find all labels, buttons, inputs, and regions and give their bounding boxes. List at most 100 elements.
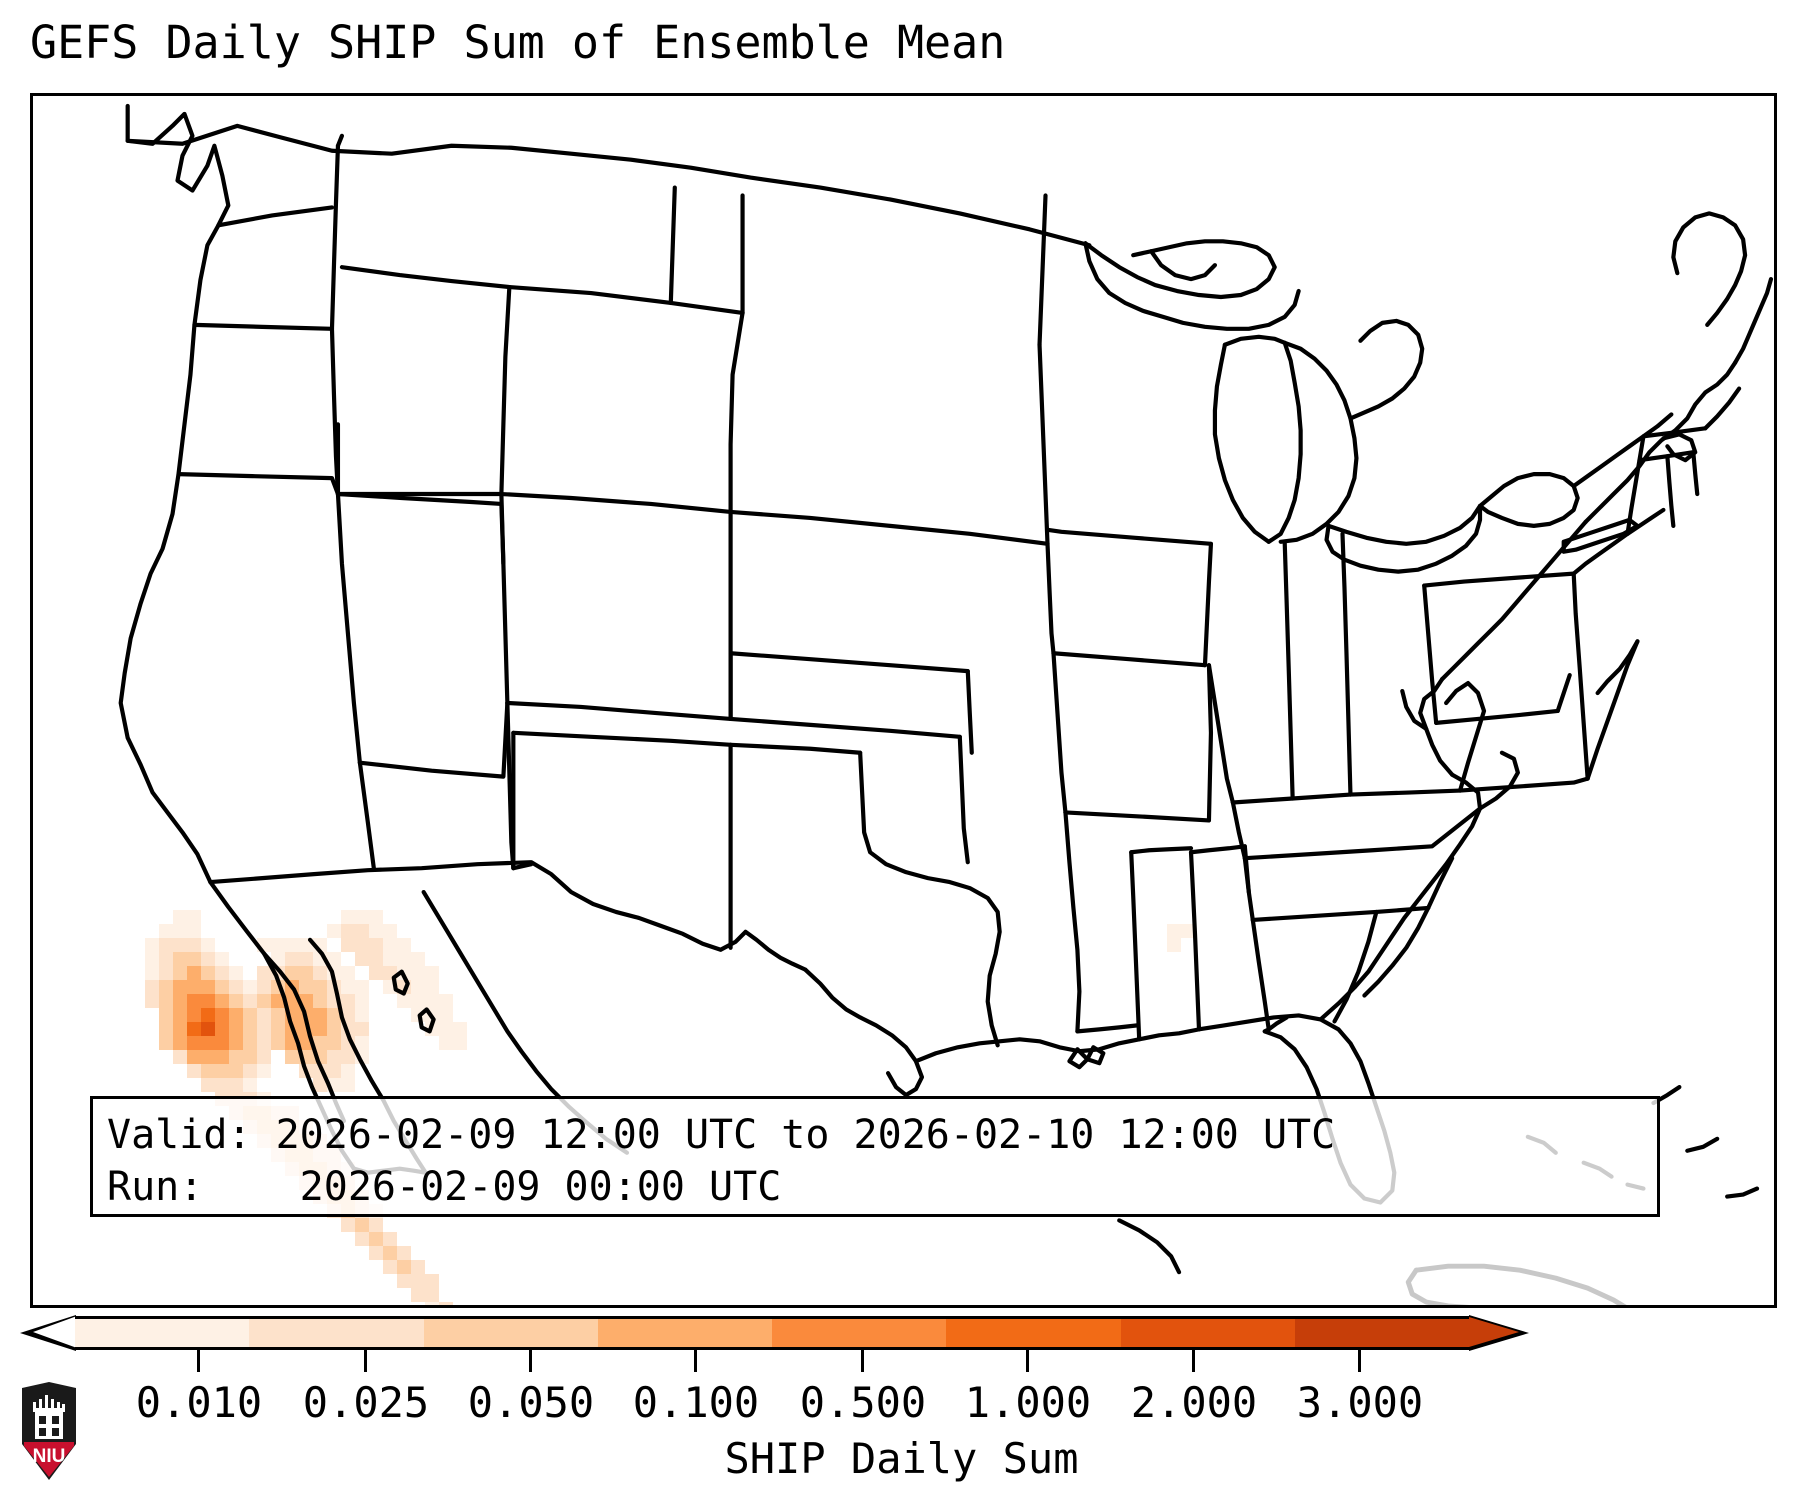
- colorbar-tick-label-6: 2.000: [1130, 1378, 1258, 1427]
- heatmap-cell: [341, 938, 355, 952]
- heatmap-cell: [327, 1064, 341, 1078]
- heatmap-cell: [425, 980, 439, 994]
- heatmap-cell: [355, 1218, 369, 1232]
- heatmap-cell: [145, 980, 159, 994]
- heatmap-cell: [187, 1064, 201, 1078]
- heatmap-cell: [173, 1050, 187, 1064]
- heatmap-cell: [383, 952, 397, 966]
- heatmap-cell: [271, 938, 285, 952]
- heatmap-cell: [355, 980, 369, 994]
- heatmap-cell: [173, 1022, 187, 1036]
- heatmap-cell: [355, 924, 369, 938]
- heatmap-cell: [243, 1078, 257, 1092]
- heatmap-cell: [173, 1036, 187, 1050]
- colorbar-under-arrow-fill: [33, 1316, 77, 1348]
- heatmap-cell: [411, 952, 425, 966]
- heatmap-cell: [173, 924, 187, 938]
- heatmap-cell: [257, 1064, 271, 1078]
- heatmap-cell: [439, 994, 453, 1008]
- heatmap-cell: [201, 966, 215, 980]
- heatmap-cell: [229, 1064, 243, 1078]
- colorbar-band-5: [946, 1319, 1121, 1347]
- heatmap-cell: [201, 1078, 215, 1092]
- page-title: GEFS Daily SHIP Sum of Ensemble Mean: [30, 16, 1006, 69]
- heatmap-cell: [411, 994, 425, 1008]
- heatmap-cell: [425, 966, 439, 980]
- heatmap-cell: [341, 994, 355, 1008]
- heatmap-cell: [243, 994, 257, 1008]
- heatmap-cell: [229, 1036, 243, 1050]
- heatmap-cell: [187, 924, 201, 938]
- heatmap-cell: [215, 966, 229, 980]
- heatmap-cell: [187, 980, 201, 994]
- colorbar-band-3: [597, 1319, 772, 1347]
- heatmap-cell: [229, 966, 243, 980]
- heatmap-cell: [271, 1022, 285, 1036]
- heatmap-cell: [453, 1036, 467, 1050]
- heatmap-cell: [201, 938, 215, 952]
- heatmap-cell: [215, 952, 229, 966]
- heatmap-cell: [313, 1078, 327, 1092]
- heatmap-cell: [341, 966, 355, 980]
- colorbar-bands: [75, 1316, 1469, 1350]
- heatmap-cell: [383, 924, 397, 938]
- heatmap-cell: [341, 924, 355, 938]
- heatmap-cell: [411, 1288, 425, 1302]
- colorbar-tick-label-1: 0.025: [302, 1378, 430, 1427]
- heatmap-cell: [201, 952, 215, 966]
- heatmap-cell: [341, 910, 355, 924]
- heatmap-cell: [173, 910, 187, 924]
- heatmap-cell: [215, 1050, 229, 1064]
- heatmap-cell: [299, 952, 313, 966]
- colorbar-tick-label-7: 3.000: [1296, 1378, 1424, 1427]
- heatmap-cell: [187, 952, 201, 966]
- heatmap-cell: [355, 1232, 369, 1246]
- heatmap-cell: [201, 1022, 215, 1036]
- heatmap-cell: [1181, 924, 1195, 938]
- heatmap-cell: [299, 966, 313, 980]
- heatmap-cell: [187, 1050, 201, 1064]
- colorbar-tick-label-0: 0.010: [135, 1378, 263, 1427]
- heatmap-cell: [187, 910, 201, 924]
- heatmap-layer: [33, 96, 1774, 1305]
- colorbar-tick-label-5: 1.000: [964, 1378, 1092, 1427]
- heatmap-cell: [173, 938, 187, 952]
- heatmap-cell: [173, 980, 187, 994]
- heatmap-cell: [313, 966, 327, 980]
- colorbar-tick-3: [694, 1350, 697, 1372]
- heatmap-cell: [411, 1274, 425, 1288]
- heatmap-cell: [243, 1050, 257, 1064]
- heatmap-cell: [243, 1064, 257, 1078]
- heatmap-cell: [341, 980, 355, 994]
- colorbar-tick-label-2: 0.050: [467, 1378, 595, 1427]
- heatmap-cell: [341, 1078, 355, 1092]
- heatmap-cell: [257, 1022, 271, 1036]
- colorbar: 0.010 0.025 0.050 0.100 0.500 1.000 2.000 3.000: [0, 1315, 1803, 1427]
- geography-outlines: [118, 103, 1774, 1305]
- run-time-line: Run: 2026-02-09 00:00 UTC: [107, 1164, 782, 1210]
- heatmap-cell: [257, 994, 271, 1008]
- heatmap-cell: [383, 1246, 397, 1260]
- heatmap-cell: [397, 1260, 411, 1274]
- heatmap-cell: [369, 1246, 383, 1260]
- heatmap-cell: [369, 952, 383, 966]
- heatmap-cell: [369, 966, 383, 980]
- heatmap-cell: [159, 980, 173, 994]
- heatmap-cell: [257, 1008, 271, 1022]
- heatmap-cell: [299, 980, 313, 994]
- heatmap-cell: [425, 1274, 439, 1288]
- heatmap-cell: [369, 924, 383, 938]
- heatmap-cell: [355, 938, 369, 952]
- heatmap-cell: [271, 1008, 285, 1022]
- niu-logo: NIU: [22, 1382, 76, 1480]
- heatmap-cell: [173, 966, 187, 980]
- heatmap-cell: [187, 994, 201, 1008]
- heatmap-cell: [201, 994, 215, 1008]
- heatmap-cell: [215, 994, 229, 1008]
- valid-time-line: Valid: 2026-02-09 12:00 UTC to 2026-02-1…: [107, 1112, 1336, 1158]
- heatmap-cell: [1167, 924, 1181, 938]
- heatmap-cell: [159, 1022, 173, 1036]
- heatmap-cell: [313, 1022, 327, 1036]
- heatmap-cell: [187, 966, 201, 980]
- colorbar-tick-label-4: 0.500: [799, 1378, 927, 1427]
